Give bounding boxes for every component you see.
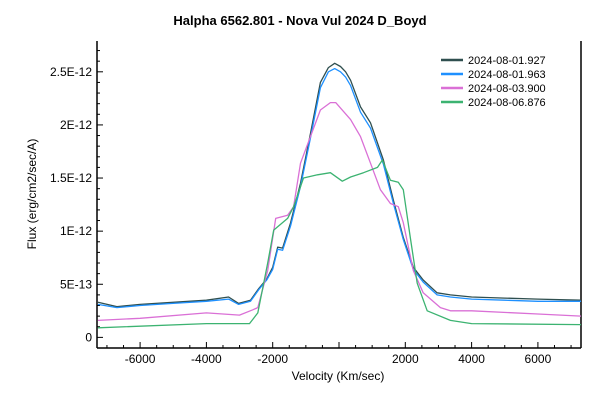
x-tick-label: -6000 [125,352,156,366]
legend-label: 2024-08-06.876 [468,97,546,109]
y-tick-label: 5E-13 [60,277,92,291]
series-line-2 [97,67,581,309]
series-line-3 [97,101,582,322]
y-tick-label: 1E-12 [60,224,92,238]
x-tick-label: 6000 [525,352,552,366]
series-group [97,62,582,329]
x-tick-label: -4000 [191,352,222,366]
series-line-4 [97,159,582,329]
x-tick-label: 4000 [458,352,485,366]
legend-label: 2024-08-03.900 [468,83,546,95]
y-tick-label: 2.5E-12 [50,65,92,79]
x-tick-label: 2000 [392,352,419,366]
y-tick-label: 0 [85,330,92,344]
legend: 2024-08-01.927 2024-08-01.963 2024-08-03.9… [441,55,546,109]
x-tick-label: -2000 [257,352,288,366]
y-tick-label: 1.5E-12 [50,171,92,185]
x-axis-title: Velocity (Km/sec) [292,369,385,383]
y-tick-label: 2E-12 [60,118,92,132]
y-axis-title: Flux (erg/cm2/sec/A) [25,139,39,250]
axes: -6000 -4000 -2000 2000 4000 6000 0 5E-13 1E-12 1.… [50,41,582,366]
series-line-1 [97,62,582,308]
chart-title: Halpha 6562.801 - Nova Vul 2024 D_Boyd [173,13,426,28]
legend-label: 2024-08-01.927 [468,55,546,67]
legend-label: 2024-08-01.963 [468,69,546,81]
